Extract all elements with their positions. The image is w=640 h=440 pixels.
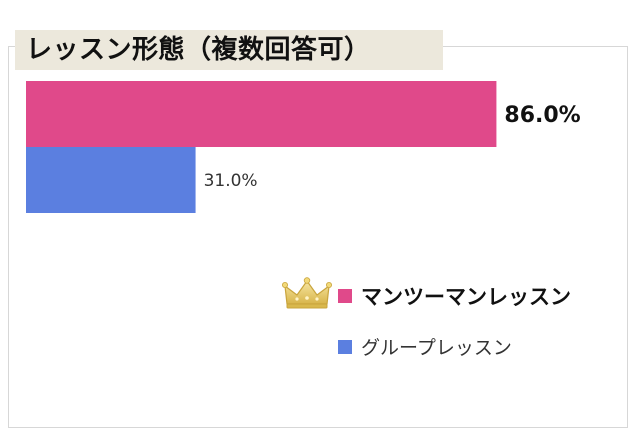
bar-value-label-2: 31.0% bbox=[204, 171, 258, 191]
legend-swatch-group bbox=[338, 339, 352, 354]
bar-2 bbox=[26, 147, 196, 213]
crown-icon bbox=[282, 277, 332, 309]
bar-1 bbox=[26, 81, 497, 147]
legend-item-individual: マンツーマンレッスン bbox=[338, 281, 571, 311]
title-background bbox=[15, 30, 443, 70]
legend-swatch-individual bbox=[338, 289, 352, 303]
chart-title: レッスン形態（複数回答可） bbox=[26, 35, 371, 65]
bar-value-label-1: 86.0% bbox=[504, 103, 580, 128]
legend-label-group: グループレッスン bbox=[361, 337, 512, 359]
legend-item-group: グループレッスン bbox=[338, 333, 512, 360]
legend-label-individual: マンツーマンレッスン bbox=[361, 285, 571, 309]
